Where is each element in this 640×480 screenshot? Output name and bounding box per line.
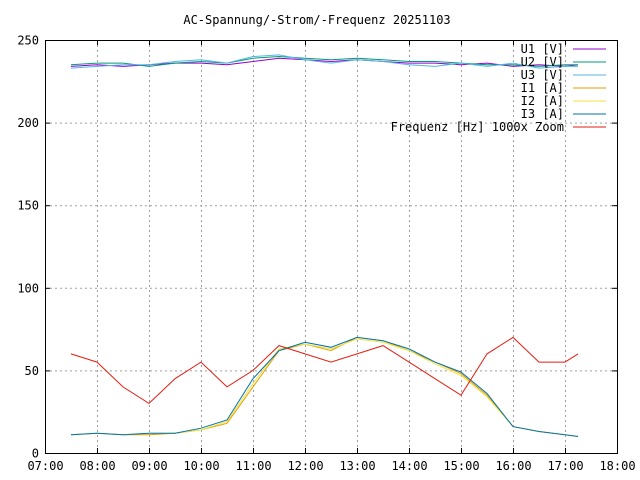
- series-line-frequenz-hz-1000x-zoom: [70, 336, 579, 405]
- x-tick-label: 08:00: [79, 459, 115, 473]
- y-tick-label: 100: [17, 281, 39, 295]
- legend-label: U1 [V]: [521, 42, 564, 56]
- legend: U1 [V]U2 [V]U3 [V]I1 [A]I2 [A]I3 [A]Freq…: [391, 42, 606, 134]
- legend-label: I1 [A]: [521, 81, 564, 95]
- x-tick-label: 14:00: [391, 459, 427, 473]
- chart-title: AC-Spannung/-Strom/-Frequenz 20251103: [183, 13, 450, 27]
- y-tick-label: 50: [25, 364, 39, 378]
- legend-label: Frequenz [Hz] 1000x Zoom: [391, 120, 564, 134]
- y-tick-label: 150: [17, 199, 39, 213]
- legend-label: U3 [V]: [521, 68, 564, 82]
- x-tick-label: 15:00: [443, 459, 479, 473]
- x-tick-label: 11:00: [235, 459, 271, 473]
- x-tick-label: 18:00: [599, 459, 635, 473]
- series-line-i2-a: [70, 338, 579, 437]
- x-tick-label: 13:00: [339, 459, 375, 473]
- series-lines: [70, 54, 579, 437]
- axis-ticks: 07:00 08:00 09:00 10:00 11:00 12:00 13:00 14:00…: [17, 34, 635, 474]
- x-tick-label: 12:00: [287, 459, 323, 473]
- legend-label: U2 [V]: [521, 55, 564, 69]
- grid: [45, 40, 617, 453]
- series-line-i1-a: [70, 336, 579, 437]
- legend-label: I2 [A]: [521, 94, 564, 108]
- y-tick-label: 0: [32, 447, 39, 461]
- x-tick-label: 07:00: [27, 459, 63, 473]
- y-tick-label: 250: [17, 34, 39, 48]
- series-line-u2-v: [70, 55, 578, 67]
- plot-frame: [45, 40, 618, 454]
- legend-label: I3 [A]: [521, 107, 564, 121]
- series-line-i3-a: [70, 336, 579, 437]
- x-tick-label: 17:00: [547, 459, 583, 473]
- x-tick-label: 09:00: [131, 459, 167, 473]
- y-tick-label: 200: [17, 116, 39, 130]
- series-line-u3-v: [70, 54, 578, 69]
- x-tick-label: 16:00: [495, 459, 531, 473]
- x-tick-label: 10:00: [183, 459, 219, 473]
